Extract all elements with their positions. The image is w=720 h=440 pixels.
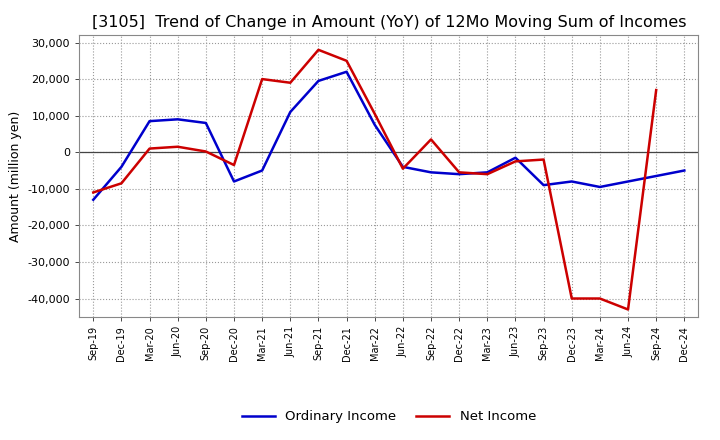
Title: [3105]  Trend of Change in Amount (YoY) of 12Mo Moving Sum of Incomes: [3105] Trend of Change in Amount (YoY) o… xyxy=(91,15,686,30)
Net Income xyxy=(174,144,182,150)
Net Income xyxy=(652,88,660,93)
Net Income xyxy=(230,162,238,168)
Line: Net Income: Net Income xyxy=(94,50,656,309)
Ordinary Income xyxy=(652,173,660,179)
Legend: Ordinary Income, Net Income: Ordinary Income, Net Income xyxy=(236,405,541,429)
Ordinary Income xyxy=(680,168,688,173)
Net Income xyxy=(117,181,126,186)
Y-axis label: Amount (million yen): Amount (million yen) xyxy=(9,110,22,242)
Net Income xyxy=(258,77,266,82)
Net Income xyxy=(399,166,408,171)
Net Income xyxy=(89,190,98,195)
Ordinary Income xyxy=(202,120,210,125)
Net Income xyxy=(624,307,632,312)
Net Income xyxy=(539,157,548,162)
Ordinary Income xyxy=(511,155,520,160)
Net Income xyxy=(427,137,436,142)
Ordinary Income xyxy=(624,179,632,184)
Line: Ordinary Income: Ordinary Income xyxy=(94,72,684,200)
Net Income xyxy=(342,58,351,63)
Ordinary Income xyxy=(595,184,604,190)
Ordinary Income xyxy=(539,183,548,188)
Ordinary Income xyxy=(483,170,492,175)
Ordinary Income xyxy=(342,69,351,74)
Ordinary Income xyxy=(89,197,98,202)
Ordinary Income xyxy=(258,168,266,173)
Net Income xyxy=(202,149,210,154)
Ordinary Income xyxy=(286,110,294,115)
Net Income xyxy=(314,47,323,52)
Net Income xyxy=(370,111,379,117)
Net Income xyxy=(145,146,154,151)
Ordinary Income xyxy=(314,78,323,84)
Ordinary Income xyxy=(174,117,182,122)
Ordinary Income xyxy=(145,118,154,124)
Net Income xyxy=(595,296,604,301)
Ordinary Income xyxy=(370,122,379,128)
Ordinary Income xyxy=(455,172,464,177)
Net Income xyxy=(567,296,576,301)
Net Income xyxy=(483,172,492,177)
Ordinary Income xyxy=(427,170,436,175)
Ordinary Income xyxy=(117,164,126,169)
Net Income xyxy=(511,159,520,164)
Net Income xyxy=(286,80,294,85)
Ordinary Income xyxy=(230,179,238,184)
Net Income xyxy=(455,170,464,175)
Ordinary Income xyxy=(567,179,576,184)
Ordinary Income xyxy=(399,164,408,169)
